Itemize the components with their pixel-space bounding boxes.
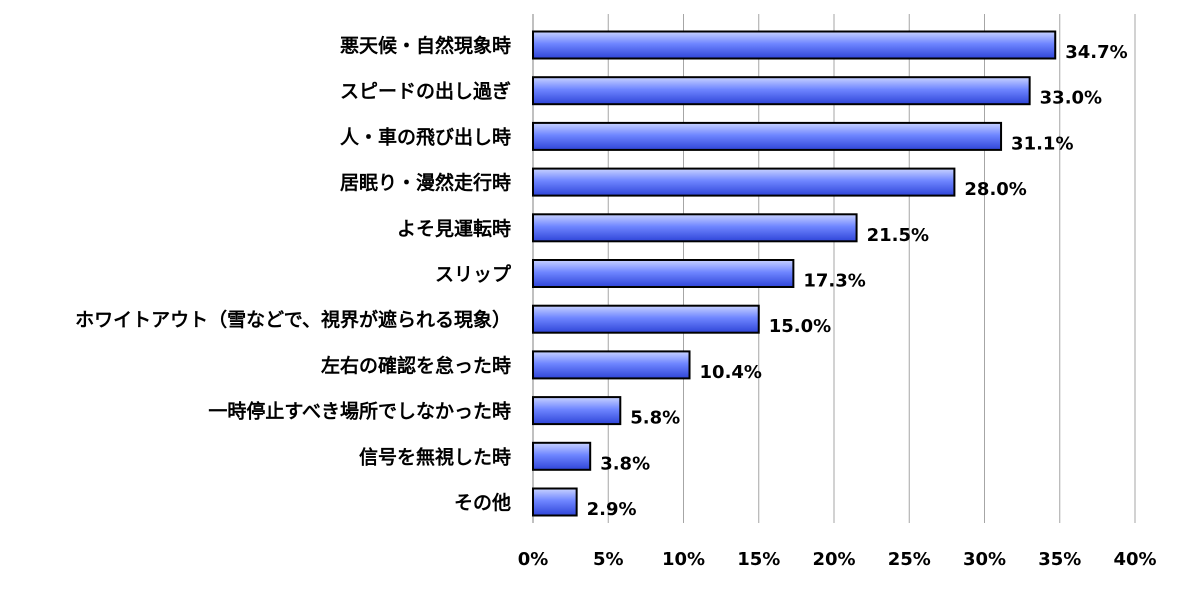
x-tick-label: 5%: [593, 549, 624, 570]
bar: [532, 396, 622, 426]
data-label: 21.5%: [867, 225, 929, 246]
x-tick-label: 0%: [518, 549, 549, 570]
bars: [532, 30, 1057, 517]
category-label: 居眠り・漫然走行時: [340, 171, 511, 194]
x-tick-label: 30%: [963, 549, 1006, 570]
data-label: 15.0%: [769, 316, 831, 337]
bar: [532, 350, 691, 380]
data-label: 34.7%: [1065, 42, 1127, 63]
data-label: 5.8%: [630, 408, 680, 429]
category-label: ホワイトアウト（雪などで、視界が遮られる現象）: [75, 308, 511, 331]
bar: [532, 441, 592, 471]
x-tick-label: 35%: [1038, 549, 1081, 570]
category-label: 人・車の飛び出し時: [340, 125, 511, 148]
bar: [532, 121, 1003, 151]
x-tick-label: 15%: [737, 549, 780, 570]
x-axis-tick-labels: 0% 5% 10% 15% 20% 25% 30% 35% 40%: [518, 549, 1157, 570]
data-label: 33.0%: [1040, 88, 1102, 109]
x-tick-label: 25%: [888, 549, 931, 570]
bar: [532, 304, 760, 334]
x-tick-label: 10%: [662, 549, 705, 570]
category-label: 信号を無視した時: [359, 445, 511, 468]
bar: [532, 30, 1057, 60]
x-tick-label: 40%: [1113, 549, 1156, 570]
category-labels: 悪天候・自然現象時スピードの出し過ぎ人・車の飛び出し時居眠り・漫然走行時よそ見運…: [75, 34, 512, 514]
category-label: よそ見運転時: [397, 218, 511, 240]
bar: [532, 76, 1031, 106]
category-label: 悪天候・自然現象時: [340, 34, 511, 57]
category-label: 左右の確認を怠った時: [321, 354, 511, 377]
data-label: 10.4%: [700, 362, 762, 383]
data-label: 17.3%: [803, 271, 865, 292]
value-labels: 34.7% 33.0% 31.1% 28.0% 21.5% 17.3% 15.0% 10.4%…: [587, 42, 1128, 520]
bar: [532, 487, 578, 517]
data-label: 31.1%: [1011, 133, 1073, 154]
bar: [532, 213, 858, 243]
category-label: スリップ: [435, 263, 512, 286]
bar: [532, 167, 956, 197]
bar: [532, 259, 795, 288]
x-tick-label: 20%: [812, 549, 855, 570]
category-label: 一時停止すべき場所でしなかった時: [208, 400, 511, 423]
data-label: 3.8%: [600, 453, 650, 474]
data-label: 28.0%: [964, 179, 1026, 200]
category-label: スピードの出し過ぎ: [340, 80, 511, 103]
data-label: 2.9%: [587, 499, 637, 520]
category-label: その他: [454, 491, 511, 514]
